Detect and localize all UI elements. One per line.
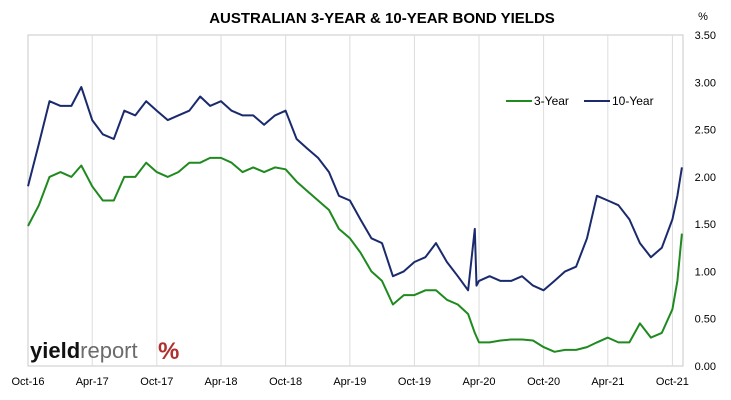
x-tick-apr-18: Apr-18 — [205, 376, 238, 388]
y-tick-2.00: 2.00 — [695, 172, 716, 184]
x-tick-oct-18: Oct-18 — [269, 376, 302, 388]
x-tick-apr-17: Apr-17 — [76, 376, 109, 388]
y-tick-1.50: 1.50 — [695, 219, 716, 231]
yieldreport-logo: yieldreport % — [30, 338, 179, 365]
logo-text-report: report — [80, 338, 137, 363]
plot-area — [27, 34, 684, 367]
chart-title: AUSTRALIAN 3-YEAR & 10-YEAR BOND YIELDS — [209, 10, 555, 27]
legend: 3-Year 10-Year — [506, 94, 654, 108]
series-line-3-year — [27, 156, 683, 353]
series-line-10-year — [27, 86, 683, 292]
logo-percent-icon: % — [158, 338, 179, 365]
y-tick-2.50: 2.50 — [695, 125, 716, 137]
logo-text-yield: yield — [30, 338, 80, 363]
svg-text:yieldreport: yieldreport — [30, 338, 138, 363]
x-tick-apr-21: Apr-21 — [591, 376, 624, 388]
legend-label-10-year: 10-Year — [612, 94, 654, 108]
x-axis-ticks: Oct-16 Apr-17 Oct-17 Apr-18 Oct-18 Apr-19 Oct-… — [11, 376, 688, 388]
y-tick-0.00: 0.00 — [695, 361, 716, 373]
x-tick-apr-19: Apr-19 — [333, 376, 366, 388]
x-tick-apr-20: Apr-20 — [463, 376, 496, 388]
legend-label-3-year: 3-Year — [534, 94, 569, 108]
y-tick-1.00: 1.00 — [695, 266, 716, 278]
x-tick-oct-17: Oct-17 — [140, 376, 173, 388]
y-axis-ticks: 0.00 0.50 1.00 1.50 2.00 2.50 3.00 3.50 — [695, 30, 716, 373]
x-tick-oct-19: Oct-19 — [398, 376, 431, 388]
y-tick-3.50: 3.50 — [695, 30, 716, 42]
y-axis-unit: % — [698, 11, 708, 23]
x-tick-oct-20: Oct-20 — [527, 376, 560, 388]
x-tick-oct-21: Oct-21 — [656, 376, 689, 388]
y-tick-3.00: 3.00 — [695, 77, 716, 89]
x-tick-oct-16: Oct-16 — [11, 376, 44, 388]
series-layer — [27, 86, 683, 353]
y-tick-0.50: 0.50 — [695, 314, 716, 326]
